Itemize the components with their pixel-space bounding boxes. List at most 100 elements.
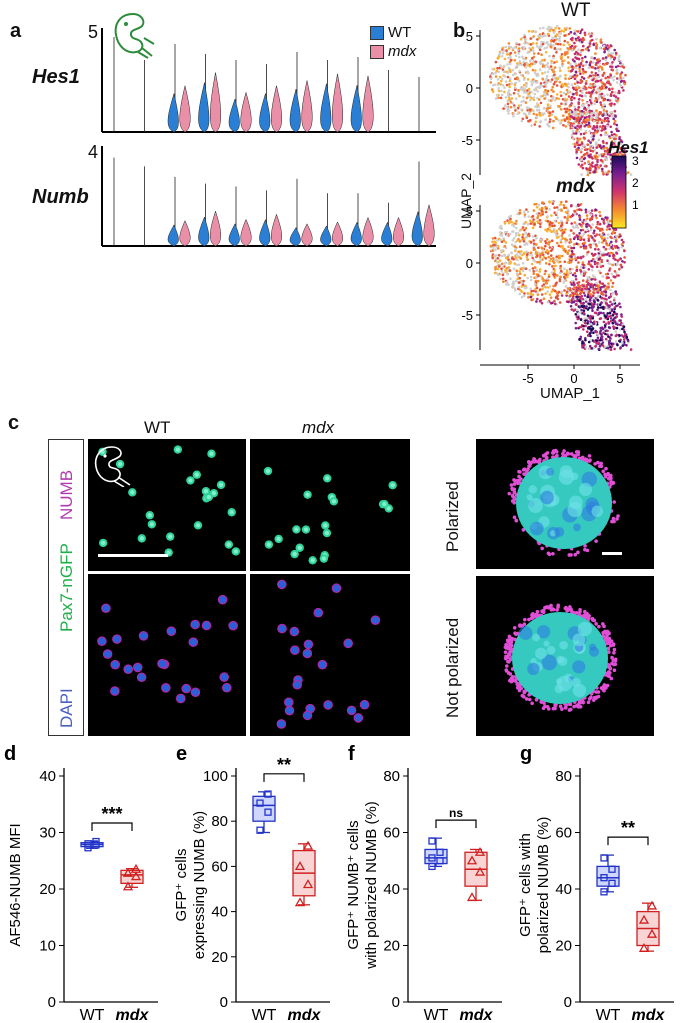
umap-point bbox=[544, 257, 547, 260]
umap-point bbox=[620, 313, 623, 316]
umap-point bbox=[515, 263, 518, 267]
umap-point bbox=[579, 128, 583, 131]
umap-point bbox=[567, 90, 571, 93]
umap-point bbox=[590, 55, 593, 59]
umap-point bbox=[568, 43, 571, 47]
umap-point bbox=[611, 65, 614, 69]
umap-point bbox=[595, 143, 598, 146]
umap-point bbox=[572, 226, 576, 230]
umap-point bbox=[577, 121, 581, 125]
cell-dapi bbox=[332, 584, 341, 592]
umap-point bbox=[601, 341, 605, 344]
umap-point bbox=[564, 77, 567, 80]
umap-point bbox=[583, 124, 586, 128]
umap-point bbox=[561, 254, 564, 258]
umap-point bbox=[579, 89, 582, 93]
umap-point bbox=[565, 98, 569, 101]
umap-point bbox=[615, 245, 619, 248]
umap-point bbox=[546, 277, 549, 280]
umap-point bbox=[587, 282, 590, 285]
umap-point bbox=[576, 137, 579, 140]
cell-dapi bbox=[278, 624, 286, 633]
umap-point bbox=[545, 63, 548, 67]
umap-point bbox=[610, 308, 614, 311]
umap-point bbox=[584, 129, 588, 133]
umap-point bbox=[587, 125, 590, 129]
umap-point bbox=[526, 292, 530, 295]
umap-point bbox=[589, 95, 592, 98]
umap-point bbox=[526, 41, 529, 45]
umap-point bbox=[580, 287, 584, 291]
umap-point bbox=[574, 278, 578, 281]
umap-point bbox=[608, 155, 612, 159]
umap-point bbox=[500, 254, 504, 258]
umap-point bbox=[575, 297, 579, 301]
umap-point bbox=[609, 125, 612, 129]
umap-point bbox=[604, 131, 608, 134]
numb-dot bbox=[517, 688, 522, 693]
umap-point bbox=[570, 301, 574, 304]
umap-point bbox=[530, 96, 533, 100]
umap-point bbox=[573, 82, 577, 86]
umap-point bbox=[582, 291, 586, 295]
ytick-label: 80 bbox=[383, 768, 400, 785]
umap-point bbox=[598, 46, 602, 50]
numb-dot bbox=[605, 683, 610, 688]
umap-point bbox=[524, 101, 528, 104]
umap-point bbox=[582, 309, 586, 313]
umap-point bbox=[509, 105, 513, 109]
umap-point bbox=[552, 40, 556, 43]
numb-dot bbox=[522, 467, 527, 471]
umap-point bbox=[612, 325, 615, 328]
umap-point bbox=[583, 162, 587, 165]
umap-point bbox=[581, 343, 584, 347]
umap-point bbox=[546, 290, 550, 293]
umap-point bbox=[557, 97, 561, 101]
umap-point bbox=[499, 79, 503, 83]
numb-dot bbox=[522, 695, 526, 699]
umap-point bbox=[499, 249, 503, 253]
umap-point bbox=[491, 256, 494, 260]
umap-point bbox=[591, 61, 595, 64]
umap-point bbox=[489, 73, 493, 76]
umap-point bbox=[574, 321, 577, 325]
umap-point bbox=[584, 208, 588, 212]
umap-point bbox=[603, 98, 607, 101]
cell-dapi bbox=[191, 688, 200, 696]
umap-point bbox=[601, 124, 605, 128]
cell-nucleus-core bbox=[218, 482, 224, 488]
umap-point bbox=[529, 251, 533, 254]
cell-nucleus-core bbox=[139, 536, 145, 541]
umap-point bbox=[558, 39, 561, 43]
umap-point bbox=[606, 243, 609, 247]
umap-point bbox=[609, 65, 612, 68]
micro-mdx-gfp bbox=[250, 439, 410, 571]
umap-point bbox=[615, 315, 618, 318]
umap-point bbox=[573, 283, 576, 286]
umap-point bbox=[559, 43, 562, 46]
cell-dapi bbox=[277, 720, 285, 728]
umap-point bbox=[520, 228, 523, 231]
umap-point bbox=[532, 112, 536, 116]
umap-point bbox=[545, 281, 549, 285]
umap-point bbox=[614, 290, 617, 293]
numb-dot bbox=[532, 457, 536, 461]
umap-point bbox=[578, 208, 581, 211]
umap-point bbox=[604, 76, 607, 80]
umap-point bbox=[605, 119, 609, 123]
umap-point bbox=[586, 171, 590, 174]
umap-point bbox=[594, 214, 598, 217]
umap-point bbox=[597, 312, 601, 315]
umap-point bbox=[538, 68, 542, 71]
umap-point bbox=[596, 160, 599, 163]
umap-point bbox=[613, 48, 616, 52]
umap-point bbox=[595, 233, 599, 236]
cell-texture bbox=[528, 498, 544, 514]
umap-point bbox=[566, 41, 569, 44]
umap-point bbox=[523, 35, 526, 39]
umap-point bbox=[536, 220, 539, 223]
umap-point bbox=[595, 330, 598, 334]
umap-point bbox=[512, 280, 515, 284]
umap-point bbox=[581, 261, 585, 264]
umap-point bbox=[575, 268, 579, 272]
